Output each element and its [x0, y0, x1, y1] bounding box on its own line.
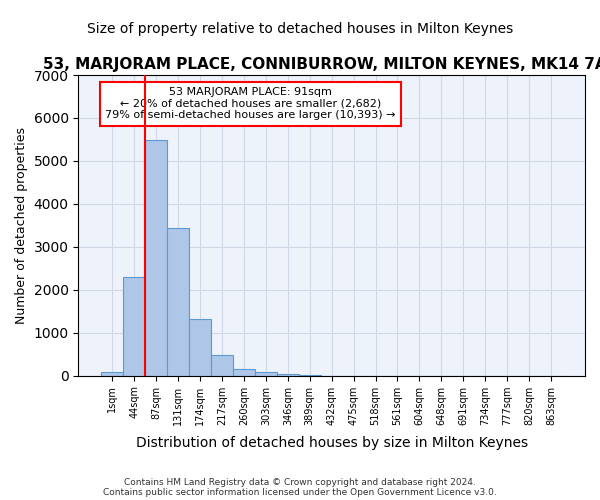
- Bar: [145, 140, 167, 376]
- Bar: [211, 355, 233, 376]
- Bar: [189, 319, 211, 376]
- Bar: [299, 375, 321, 376]
- Bar: [233, 369, 255, 376]
- Bar: [101, 372, 124, 376]
- Y-axis label: Number of detached properties: Number of detached properties: [15, 127, 28, 324]
- Title: 53, MARJORAM PLACE, CONNIBURROW, MILTON KEYNES, MK14 7AQ: 53, MARJORAM PLACE, CONNIBURROW, MILTON …: [43, 58, 600, 72]
- Text: 53 MARJORAM PLACE: 91sqm
← 20% of detached houses are smaller (2,682)
79% of sem: 53 MARJORAM PLACE: 91sqm ← 20% of detach…: [106, 87, 396, 120]
- Bar: [124, 277, 145, 376]
- Bar: [167, 228, 189, 376]
- Text: Size of property relative to detached houses in Milton Keynes: Size of property relative to detached ho…: [87, 22, 513, 36]
- X-axis label: Distribution of detached houses by size in Milton Keynes: Distribution of detached houses by size …: [136, 436, 528, 450]
- Text: Contains HM Land Registry data © Crown copyright and database right 2024.
Contai: Contains HM Land Registry data © Crown c…: [103, 478, 497, 497]
- Bar: [255, 372, 277, 376]
- Bar: [277, 374, 299, 376]
